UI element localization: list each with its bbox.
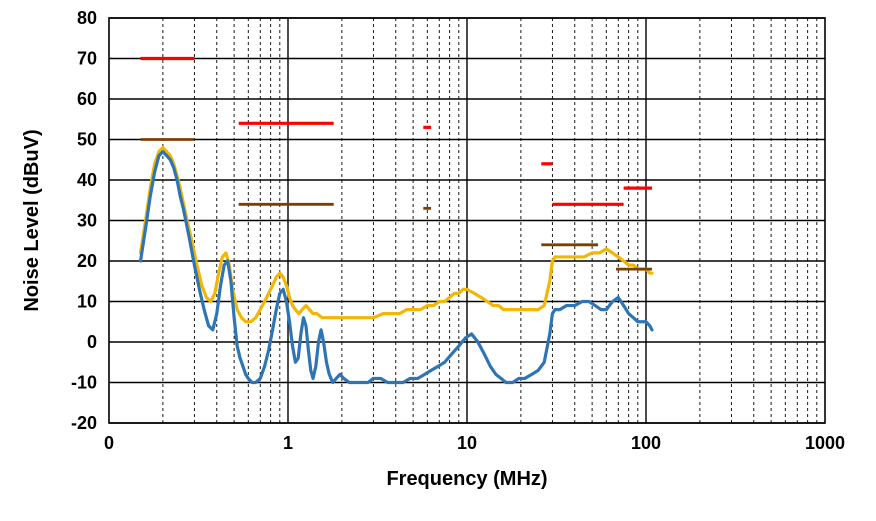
y-tick-label: 10 [77,292,97,312]
y-tick-label: 80 [77,8,97,28]
y-tick-label: 40 [77,170,97,190]
chart-svg: -20 -10 0 10 20 30 40 50 60 70 80 0 1 10 100 1000 Freque… [0,0,876,521]
x-tick-label: 10 [457,433,477,453]
x-axis-label: Frequency (MHz) [386,468,547,490]
y-tick-label: 20 [77,251,97,271]
y-axis-label: Noise Level (dBuV) [21,129,43,311]
x-tick-label: 0 [104,433,114,453]
x-tick-label: 1 [283,433,293,453]
y-tick-label: 50 [77,130,97,150]
y-tick-label: 0 [87,332,97,352]
y-tick-label: 60 [77,89,97,109]
x-tick-label: 1000 [805,433,845,453]
noise-spectrum-chart: { "chart": { "type": "line-log-x", "widt… [0,0,876,521]
y-tick-label: -20 [71,413,97,433]
y-tick-label: 70 [77,49,97,69]
x-tick-label: 100 [631,433,661,453]
y-tick-label: -10 [71,373,97,393]
y-tick-label: 30 [77,211,97,231]
